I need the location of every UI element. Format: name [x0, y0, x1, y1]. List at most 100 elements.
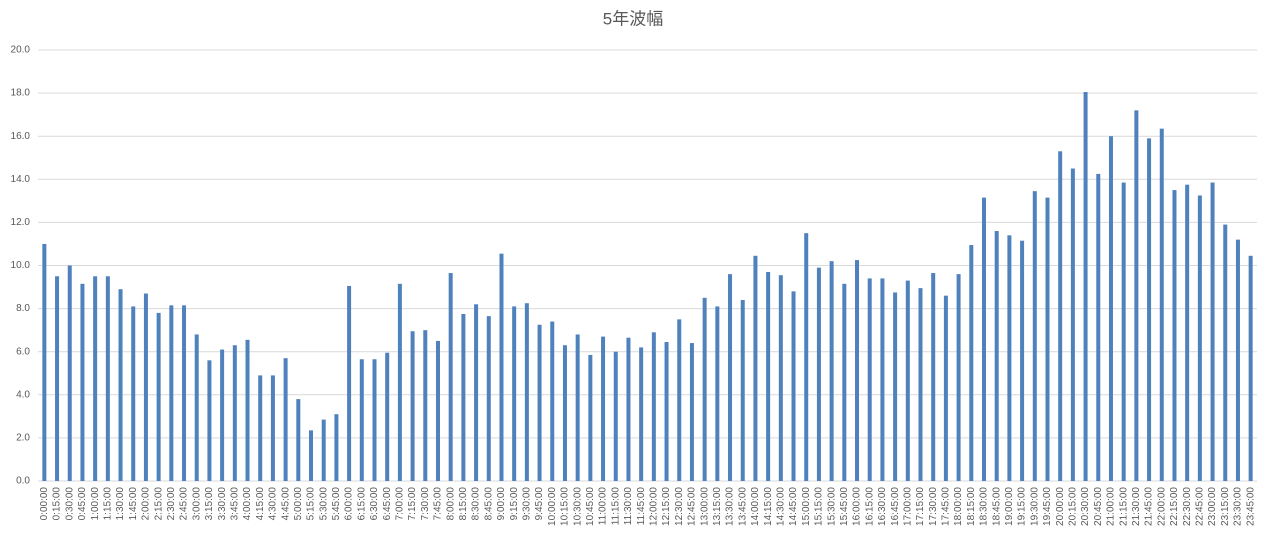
bar	[943, 295, 948, 481]
bar	[156, 312, 161, 481]
x-tick-label: 0:00:00	[39, 487, 50, 521]
bar	[258, 375, 263, 481]
bar	[677, 319, 682, 481]
x-tick-label: 0:15:00	[52, 487, 63, 521]
x-tick-label: 3:15:00	[204, 487, 215, 521]
x-tick-label: 16:45:00	[890, 487, 901, 526]
bar	[42, 243, 47, 481]
bar	[728, 274, 733, 481]
y-tick-label: 12.0	[11, 217, 31, 228]
bar	[918, 288, 923, 481]
bar	[689, 343, 694, 481]
x-tick-label: 22:45:00	[1195, 487, 1206, 526]
x-tick-label: 1:00:00	[90, 487, 101, 521]
bar	[1134, 110, 1139, 481]
bar	[804, 233, 809, 481]
bar	[321, 419, 326, 481]
x-tick-label: 8:45:00	[483, 487, 494, 521]
x-tick-label: 14:45:00	[788, 487, 799, 526]
bar	[1210, 182, 1215, 481]
x-tick-label: 5:15:00	[306, 487, 317, 521]
x-tick-label: 11:15:00	[610, 487, 621, 526]
x-tick-label: 5:30:00	[318, 487, 329, 521]
bar	[1159, 128, 1164, 481]
bar	[575, 334, 580, 481]
bar	[1197, 195, 1202, 481]
x-tick-label: 4:45:00	[280, 487, 291, 521]
bar	[524, 303, 529, 481]
x-tick-label: 18:15:00	[966, 487, 977, 526]
x-tick-label: 15:00:00	[801, 487, 812, 526]
x-tick-label: 13:00:00	[699, 487, 710, 526]
y-tick-label: 18.0	[11, 88, 31, 99]
x-tick-label: 4:30:00	[268, 487, 279, 521]
bar	[829, 261, 834, 481]
bar	[651, 332, 656, 481]
x-tick-label: 0:30:00	[64, 487, 75, 521]
bar	[270, 375, 275, 481]
x-tick-label: 18:45:00	[991, 487, 1002, 526]
x-tick-label: 13:45:00	[737, 487, 748, 526]
y-tick-label: 8.0	[16, 303, 30, 314]
x-tick-label: 6:45:00	[382, 487, 393, 521]
x-tick-label: 22:00:00	[1156, 487, 1167, 526]
bar	[448, 273, 453, 481]
x-tick-label: 11:00:00	[598, 487, 609, 526]
x-tick-label: 23:45:00	[1245, 487, 1256, 526]
bar	[1007, 235, 1012, 481]
bar	[499, 253, 504, 481]
bar	[766, 271, 771, 481]
bar	[893, 292, 898, 481]
bar	[118, 289, 123, 481]
bar	[664, 342, 669, 481]
bar	[512, 306, 517, 481]
bar	[969, 245, 974, 481]
bar	[715, 306, 720, 481]
x-tick-label: 7:45:00	[433, 487, 444, 521]
bar	[1185, 184, 1190, 481]
bar	[1235, 239, 1240, 481]
x-tick-label: 20:00:00	[1055, 487, 1066, 526]
x-tick-label: 1:30:00	[115, 487, 126, 521]
y-tick-label: 16.0	[11, 131, 31, 142]
x-tick-label: 20:45:00	[1093, 487, 1104, 526]
x-tick-label: 2:45:00	[179, 487, 190, 521]
x-tick-label: 22:30:00	[1182, 487, 1193, 526]
y-tick-label: 2.0	[16, 433, 30, 444]
bar	[385, 352, 390, 481]
bar	[601, 336, 606, 481]
bar	[562, 345, 567, 481]
bar	[855, 260, 860, 481]
bar	[410, 331, 415, 481]
bar	[372, 359, 377, 481]
x-tick-label: 6:00:00	[344, 487, 355, 521]
x-tick-label: 23:00:00	[1207, 487, 1218, 526]
x-tick-label: 7:00:00	[395, 487, 406, 521]
x-tick-label: 21:45:00	[1144, 487, 1155, 526]
x-tick-label: 0:45:00	[77, 487, 88, 521]
x-tick-label: 19:00:00	[1004, 487, 1015, 526]
x-tick-label: 3:30:00	[217, 487, 228, 521]
x-tick-label: 9:00:00	[496, 487, 507, 521]
x-tick-label: 11:30:00	[623, 487, 634, 526]
x-tick-label: 2:30:00	[166, 487, 177, 521]
bar	[283, 358, 288, 481]
x-tick-label: 16:15:00	[864, 487, 875, 526]
bar	[1108, 136, 1113, 481]
bar	[461, 313, 466, 481]
bar	[778, 275, 783, 481]
bar	[80, 283, 85, 481]
bar	[194, 334, 199, 481]
bar	[232, 345, 237, 481]
x-tick-label: 14:00:00	[750, 487, 761, 526]
x-tick-label: 15:15:00	[814, 487, 825, 526]
x-tick-label: 4:15:00	[255, 487, 266, 521]
y-tick-label: 4.0	[16, 389, 30, 400]
y-tick-label: 14.0	[11, 174, 31, 185]
x-tick-label: 4:00:00	[242, 487, 253, 521]
x-tick-label: 11:45:00	[636, 487, 647, 526]
bar	[981, 197, 986, 481]
bar	[143, 293, 148, 481]
x-tick-label: 12:45:00	[687, 487, 698, 526]
bar	[1172, 190, 1177, 481]
